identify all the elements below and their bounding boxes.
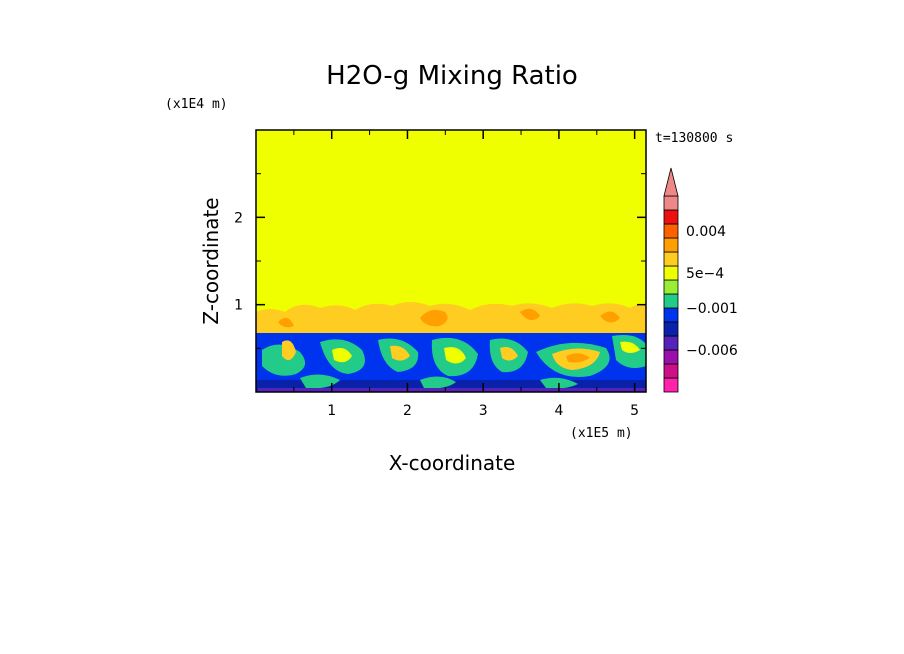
colorbar-swatch <box>663 349 679 365</box>
colorbar-label: 0.004 <box>686 224 726 240</box>
colorbar-swatch <box>663 321 679 337</box>
colorbar-swatch <box>663 237 679 253</box>
colorbar-label: 5e−4 <box>686 266 724 282</box>
colorbar-swatch <box>663 251 679 267</box>
contour-field <box>256 130 646 392</box>
x-tick-label: 1 <box>327 403 336 419</box>
time-label: t=130800 s <box>655 131 733 146</box>
y-scale-label: (x1E4 m) <box>165 97 228 112</box>
colorbar-swatch <box>663 363 679 379</box>
x-tick-label: 2 <box>403 403 412 419</box>
colorbar-swatch <box>663 195 679 211</box>
colorbar-swatch <box>663 335 679 351</box>
transition-orange-band <box>256 302 646 334</box>
x-tick-label: 3 <box>479 403 488 419</box>
y-axis-label: Z-coordinate <box>199 197 223 324</box>
colorbar-swatch <box>663 209 679 225</box>
colorbar: −0.006 −0.001 5e−4 0.004 <box>663 167 738 393</box>
colorbar-swatch <box>663 293 679 309</box>
colorbar-swatch <box>663 307 679 323</box>
x-axis-label: X-coordinate <box>389 451 516 475</box>
x-tick-label: 5 <box>630 403 639 419</box>
x-tick-label: 4 <box>554 403 563 419</box>
colorbar-swatch <box>663 223 679 239</box>
y-tick-label: 2 <box>234 210 243 226</box>
colorbar-swatch <box>663 265 679 281</box>
x-scale-label: (x1E5 m) <box>570 426 633 441</box>
transition-dark-orange <box>278 308 620 328</box>
colorbar-label: −0.001 <box>686 301 738 317</box>
y-tick-label: 1 <box>234 298 243 314</box>
tick-layer: 1 2 3 4 5 1 2 <box>234 130 646 419</box>
colorbar-swatch <box>663 279 679 295</box>
colorbar-swatch <box>663 377 679 393</box>
chart-title: H2O-g Mixing Ratio <box>326 61 578 91</box>
colorbar-arrow <box>663 167 679 197</box>
colorbar-label: −0.006 <box>686 343 738 359</box>
